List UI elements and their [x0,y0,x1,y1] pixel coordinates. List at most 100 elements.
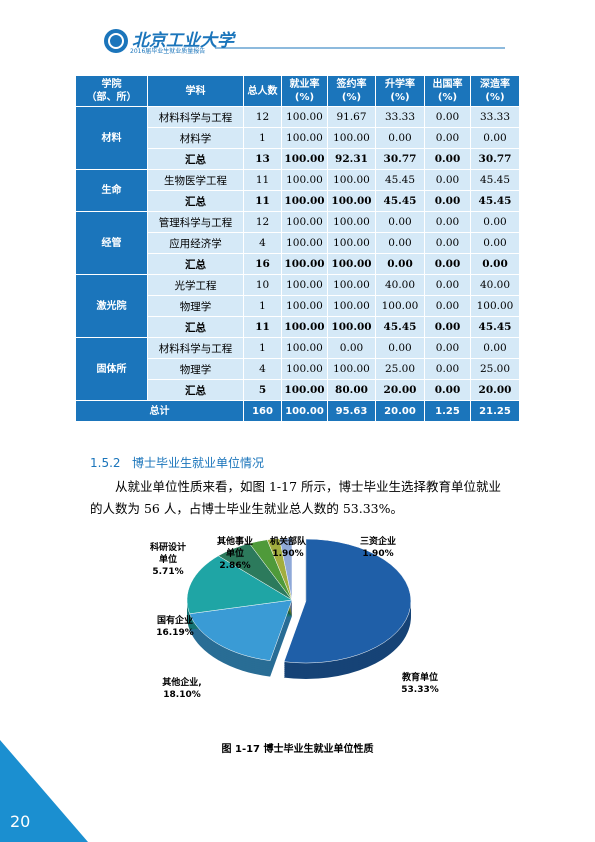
cell: 33.33 [375,106,425,128]
slice-label: 科研设计 [150,541,186,553]
slice-label: 其他事业 [217,535,253,547]
total-cell: 20.00 [375,400,425,422]
column-header-line: 学院 [101,79,122,90]
cell: 100.00 [281,358,328,380]
cell: 100.00 [281,274,328,296]
cell: 材料学 [147,127,244,149]
column-header-line: (%) [390,92,410,103]
cell: 0.00 [424,316,471,338]
cell: 材料科学与工程 [147,337,244,359]
cell: 12 [243,106,282,128]
column-header-line: (%) [485,92,505,103]
total-cell: 95.63 [327,400,376,422]
cell: 11 [243,169,282,191]
cell: 0.00 [375,232,425,254]
table-row: 汇总 5 100.00 80.00 20.00 0.00 20.00 [76,379,520,401]
cell: 汇总 [147,316,244,338]
cell: 91.67 [327,106,376,128]
cell: 汇总 [147,379,244,401]
total-row: 总计 160 100.00 95.63 20.00 1.25 21.25 [75,400,520,422]
total-cell: 160 [243,400,282,422]
section-number: 1.5.2 [90,456,121,470]
total-cell: 100.00 [281,400,328,422]
cell: 汇总 [147,253,244,275]
cell: 0.00 [470,253,520,275]
slice-value-label: 53.33% [401,685,439,695]
cell: 100.00 [327,274,376,296]
cell: 92.31 [327,148,376,170]
cell: 物理学 [147,295,244,317]
cell: 100.00 [281,232,328,254]
slice-value-label: 1.90% [272,549,303,559]
cell: 0.00 [424,190,471,212]
slice-value-label: 2.86% [219,561,250,571]
cell: 0.00 [424,211,471,233]
table: 学院 （部、所） 学科 总人数 就业率 (%) 签约率 (%) 升学率 (%) 出国率 (%) 深造率 (… [75,75,520,422]
pie-slice [186,555,293,615]
slice-label: 单位 [226,547,244,559]
cell: 100.00 [327,127,376,149]
cell: 管理科学与工程 [147,211,244,233]
column-header-line: (%) [341,92,362,103]
slice-label: 国有企业 [157,614,193,626]
cell: 100.00 [327,232,376,254]
pie-slice [189,599,293,661]
cell: 0.00 [424,106,471,128]
table-row: 汇总 16 100.00 100.00 0.00 0.00 0.00 [76,253,520,275]
cell: 100.00 [281,169,328,191]
cell: 40.00 [470,274,520,296]
column-header-line: 学科 [185,85,206,97]
column-header-line: 深造率 [480,79,510,90]
cell: 物理学 [147,358,244,380]
slice-value-label: 16.19% [156,628,194,638]
cell: 0.00 [424,274,471,296]
cell: 100.00 [281,379,328,401]
cell: 0.00 [424,148,471,170]
cell: 45.45 [375,190,425,212]
college-cell: 激光院 [75,274,148,338]
cell: 12 [243,211,282,233]
cell: 100.00 [281,190,328,212]
cell: 45.45 [470,169,520,191]
column-header: 就业率 (%) [281,75,328,107]
table-row: 材料 材料科学与工程 12 100.00 91.67 33.33 0.00 33.33 [75,106,520,170]
cell: 30.77 [375,148,425,170]
cell: 100.00 [327,295,376,317]
cell: 0.00 [424,358,471,380]
cell: 45.45 [470,190,520,212]
column-header: 升学率 (%) [375,75,425,107]
cell: 应用经济学 [147,232,244,254]
cell: 5 [243,379,282,401]
total-cell: 1.25 [424,400,471,422]
cell: 45.45 [470,316,520,338]
header-row: 学院 （部、所） 学科 总人数 就业率 (%) 签约率 (%) 升学率 (%) 出国率 (%) 深造率 (… [75,75,520,107]
cell: 13 [243,148,282,170]
pie-slice [279,537,293,601]
cell: 100.00 [327,211,376,233]
cell: 0.00 [470,337,520,359]
cell: 100.00 [327,316,376,338]
figure-caption: 图 1-17 博士毕业生就业单位性质 [221,744,374,755]
cell: 0.00 [327,337,376,359]
total-label: 总计 [75,400,244,422]
cell: 45.45 [375,169,425,191]
column-header-line: 出国率 [432,79,463,90]
corner [0,740,88,842]
cell: 材料科学与工程 [147,106,244,128]
cell: 0.00 [375,127,425,149]
cell: 100.00 [281,211,328,233]
cell: 100.00 [327,358,376,380]
column-header: 总人数 [243,75,282,107]
logo-ring [108,33,124,49]
cell: 100.00 [281,337,328,359]
logo-text: 北京工业大学 [132,31,234,51]
column-header-line: 就业率 [289,79,320,90]
cell: 11 [243,316,282,338]
slice-label: 机关部队 [270,535,307,547]
college-cell: 材料 [75,106,148,170]
page-number: 20 [10,812,31,831]
cell: 0.00 [424,253,471,275]
